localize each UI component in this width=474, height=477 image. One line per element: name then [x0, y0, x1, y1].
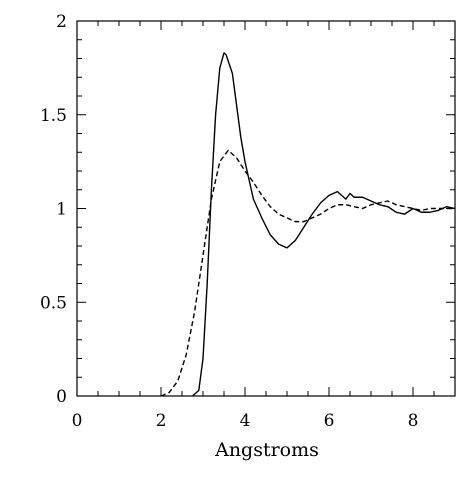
tick-labels: 0 2 4 6 8 0 0.5 1 1.5 2 [40, 12, 418, 431]
y-tick-label: 0.5 [40, 293, 67, 313]
plot-frame [76, 20, 456, 397]
x-tick-label: 2 [156, 411, 167, 431]
series-layer [160, 52, 456, 397]
y-tick-label: 2 [56, 12, 67, 32]
y-tick-label: 1.5 [40, 106, 67, 126]
x-tick-label: 0 [72, 411, 83, 431]
x-tick-label: 8 [408, 411, 419, 431]
series-line-1 [192, 52, 456, 397]
y-tick-label: 0 [56, 387, 67, 407]
x-tick-label: 6 [324, 411, 335, 431]
y-tick-label: 1 [56, 200, 67, 220]
x-axis-title: Angstroms [214, 439, 319, 461]
x-tick-label: 4 [240, 411, 251, 431]
